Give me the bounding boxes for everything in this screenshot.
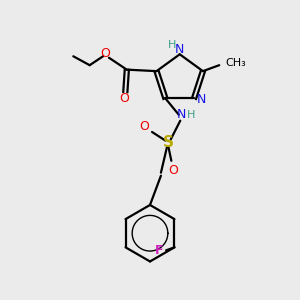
Text: O: O bbox=[100, 47, 110, 60]
Text: F: F bbox=[155, 244, 164, 257]
Text: O: O bbox=[168, 164, 178, 177]
Text: S: S bbox=[163, 136, 174, 151]
Text: O: O bbox=[140, 119, 149, 133]
Text: N: N bbox=[197, 93, 206, 106]
Text: N: N bbox=[175, 43, 184, 56]
Text: N: N bbox=[177, 108, 186, 121]
Text: H: H bbox=[187, 110, 195, 120]
Text: H: H bbox=[168, 40, 176, 50]
Text: CH₃: CH₃ bbox=[225, 58, 246, 68]
Text: O: O bbox=[119, 92, 129, 105]
